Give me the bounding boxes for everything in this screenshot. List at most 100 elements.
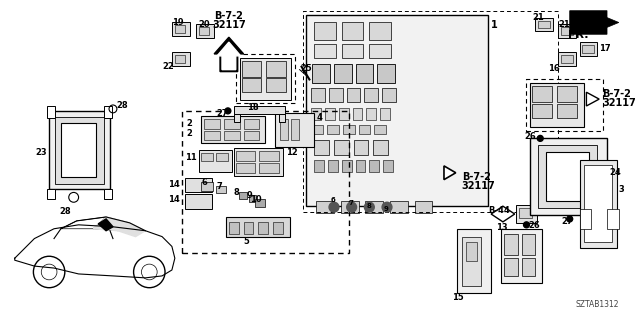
Circle shape [567,216,573,222]
Bar [342,160,351,172]
Text: 15: 15 [452,292,463,302]
Bar [314,160,324,172]
Bar [365,201,383,213]
Text: 26: 26 [529,221,540,230]
Circle shape [329,202,339,212]
Bar [239,58,291,100]
Bar [234,148,283,176]
Bar [522,258,535,276]
Bar [339,108,349,120]
Bar [531,84,584,127]
Bar [244,222,253,234]
Bar [383,160,393,172]
Bar [314,22,336,40]
Bar [266,61,286,76]
Bar [457,229,491,292]
Bar [202,182,213,191]
Bar [314,140,329,155]
Circle shape [347,202,356,212]
Text: 5: 5 [244,236,250,246]
Text: 32117: 32117 [461,180,495,191]
Bar [327,124,339,134]
Bar [532,86,552,102]
Text: 28: 28 [59,207,70,216]
Bar [532,104,552,118]
Polygon shape [93,217,130,231]
Bar [200,28,209,35]
Bar [343,124,355,134]
Bar [312,88,325,102]
Bar [242,61,261,76]
Bar [607,209,619,229]
Bar [196,24,214,38]
Bar [55,117,104,184]
Text: 28: 28 [116,101,127,110]
Bar [175,55,185,63]
Bar [47,189,55,199]
Bar [522,234,535,255]
Text: 8: 8 [234,188,239,197]
Bar [307,15,488,206]
Text: 14: 14 [168,180,180,189]
Text: 23: 23 [35,148,47,157]
Bar [415,201,432,213]
Bar [259,222,268,234]
Text: 20: 20 [198,20,210,28]
Bar [185,178,212,192]
Text: 21: 21 [558,20,570,28]
Bar [380,108,390,120]
Text: 24: 24 [609,168,621,177]
Bar [334,64,351,84]
Bar [236,151,255,161]
Text: 4: 4 [316,113,322,122]
Bar [175,25,185,33]
Bar [358,124,371,134]
Bar [312,64,330,84]
Bar [242,78,261,92]
Bar [202,116,265,143]
Bar [216,186,226,193]
Bar [582,45,595,53]
Bar [558,52,575,66]
Circle shape [364,202,374,212]
Bar [353,108,362,120]
Bar [342,22,364,40]
Bar [172,22,189,36]
Bar [546,152,589,201]
Bar [535,18,553,31]
Text: 26: 26 [525,132,536,141]
Text: 32117: 32117 [212,20,246,29]
Circle shape [382,202,392,212]
Text: 9: 9 [246,191,252,200]
Bar [364,88,378,102]
Bar [516,205,538,223]
Bar [236,163,255,173]
Polygon shape [444,166,456,180]
Bar [303,11,558,212]
Polygon shape [118,223,145,236]
Bar [236,54,294,103]
Bar [369,22,391,40]
Bar [216,153,228,161]
Polygon shape [570,11,619,34]
Polygon shape [491,206,515,222]
Text: FR.: FR. [568,30,588,40]
Bar [341,201,358,213]
Text: 9: 9 [384,206,389,212]
Bar [580,42,597,56]
Bar [244,131,259,140]
Bar [234,106,285,114]
Bar [244,119,259,129]
Bar [465,242,477,261]
Polygon shape [214,37,244,72]
Bar [558,24,575,38]
Bar [580,209,591,229]
Bar [369,160,379,172]
Bar [354,140,369,155]
Bar [347,88,360,102]
Bar [47,106,55,118]
Text: 14: 14 [168,196,180,204]
Bar [266,78,286,92]
Bar [518,208,532,218]
Bar [202,153,213,161]
